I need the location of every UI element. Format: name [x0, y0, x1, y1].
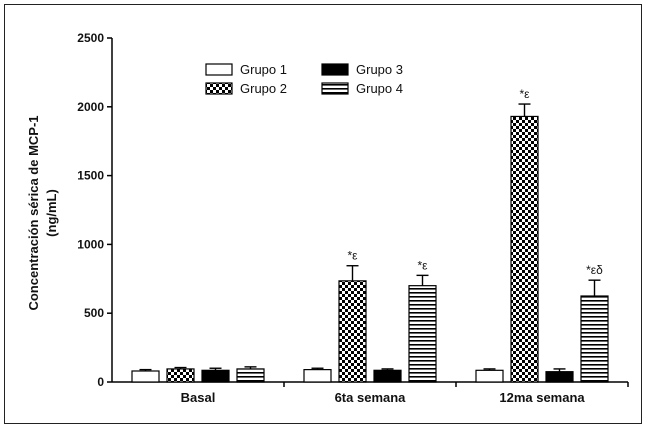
legend: Grupo 1 Grupo 3 Grupo 2 Grupo 4	[205, 62, 403, 96]
y-tick-label: 2000	[77, 100, 104, 114]
legend-swatch	[321, 63, 349, 76]
y-tick-label: 1000	[77, 237, 104, 251]
y-tick-label: 1500	[77, 169, 104, 183]
bar	[338, 280, 367, 383]
bar	[510, 115, 539, 383]
bar	[131, 370, 160, 383]
annotations: *ε *ε *ε *εδ	[347, 87, 603, 277]
y-tick-label: 0	[97, 375, 104, 389]
bar	[545, 371, 574, 383]
significance-annotation: *ε	[519, 87, 530, 101]
axes	[111, 38, 628, 383]
y-axis-label: Concentración sérica de MCP-1 (ng/mL)	[26, 115, 59, 310]
legend-swatch	[205, 63, 233, 76]
bar	[408, 285, 437, 383]
x-category-label: 6ta semana	[335, 390, 407, 405]
bar	[303, 369, 332, 383]
legend-label: Grupo 2	[240, 81, 287, 96]
significance-annotation: *ε	[417, 258, 428, 272]
legend-swatch	[205, 82, 233, 95]
legend-label: Grupo 4	[356, 81, 403, 96]
bar	[373, 369, 402, 383]
bar	[475, 369, 504, 383]
y-tick-label: 500	[84, 306, 104, 320]
bar	[201, 369, 230, 383]
bar	[236, 368, 265, 383]
y-tick-label: 2500	[77, 31, 104, 45]
legend-label: Grupo 1	[240, 62, 287, 77]
bar	[166, 368, 195, 383]
y-ticks: 0 500 1000 1500 2000 2500	[77, 31, 112, 389]
x-category-label: 12ma semana	[499, 390, 585, 405]
y-axis-label-line2: (ng/mL)	[44, 189, 59, 237]
bar	[580, 295, 609, 383]
x-categories: Basal 6ta semana 12ma semana	[181, 382, 629, 405]
significance-annotation: *εδ	[586, 263, 603, 277]
legend-swatch	[321, 82, 349, 95]
y-axis-label-line1: Concentración sérica de MCP-1	[26, 115, 41, 310]
error-bars	[139, 103, 601, 372]
significance-annotation: *ε	[347, 249, 358, 263]
x-category-label: Basal	[181, 390, 216, 405]
bars	[131, 115, 609, 383]
legend-label: Grupo 3	[356, 62, 403, 77]
